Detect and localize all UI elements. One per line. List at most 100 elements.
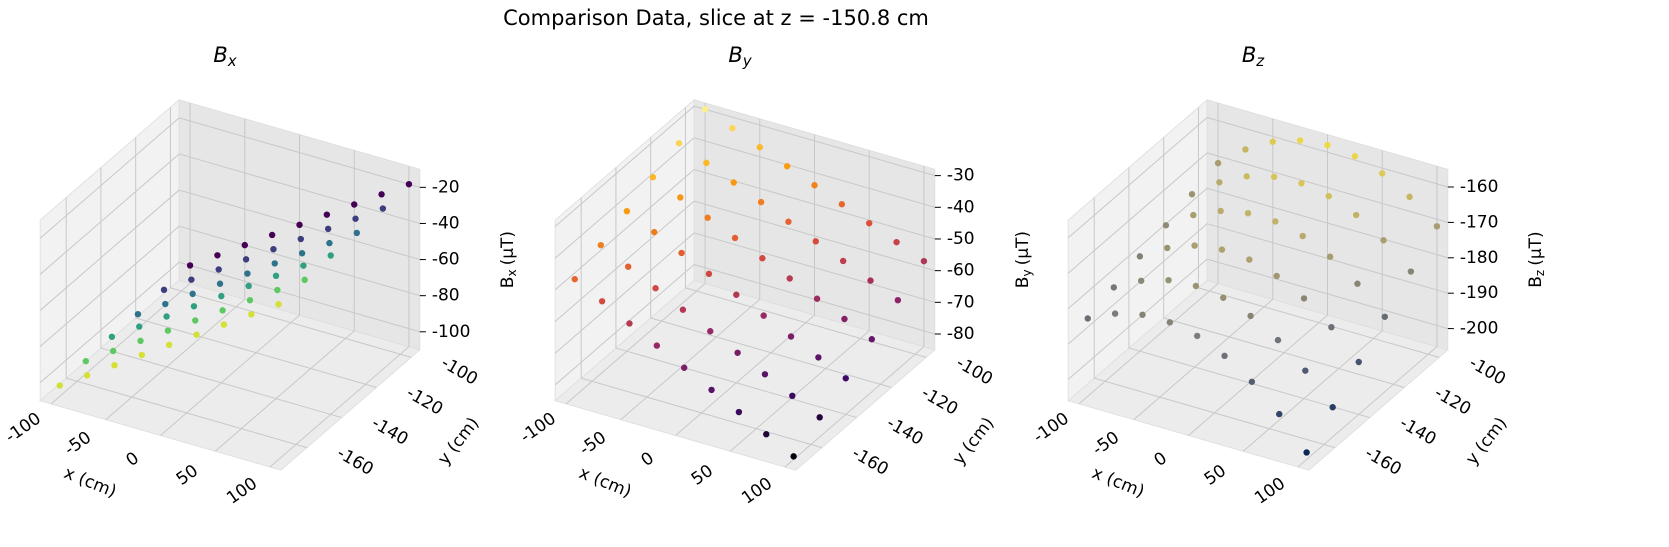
title-sub: z [1255,52,1265,70]
data-point [1276,410,1283,418]
grid-line [784,346,925,468]
z-tick-label: -100 [432,322,471,342]
grid-line [39,225,180,347]
data-point [756,144,763,151]
grid-line [554,105,695,227]
z-label-sub: x [504,269,518,276]
data-point [1303,449,1310,456]
data-point [190,303,198,310]
figure-title: Comparison Data, slice at z = -150.8 cm [503,6,929,30]
z-tick-label: -160 [1460,177,1499,197]
z-label-sub: z [1532,270,1546,276]
z-axis-label: Bx (μT) [498,231,519,288]
data-point [1166,319,1174,326]
data-point [623,207,631,215]
data-point [1220,294,1227,301]
grid-line [170,287,412,358]
z-tick-label: -20 [432,177,460,197]
data-point [894,296,902,304]
x-tick-label: 0 [1151,448,1171,471]
grid-line [1067,223,1208,345]
data-point [763,431,770,438]
x-tick-label: 50 [688,461,717,490]
data-point [1299,232,1306,240]
data-point [783,163,791,170]
data-point [1193,332,1201,340]
grid-line [1206,258,1449,330]
data-point [571,275,578,283]
data-point [789,392,796,400]
data-point [1242,146,1249,153]
data-point [300,262,307,269]
data-point [246,296,254,304]
z-tick-label: -50 [947,229,975,249]
z-axis-label: Bz (μT) [1526,231,1547,287]
data-point [1110,284,1118,291]
grid-line [39,153,180,275]
z-tick-label: -30 [947,166,975,186]
data-point [920,257,928,265]
data-point [137,337,144,345]
grid-line [1206,187,1449,259]
data-point [841,315,848,323]
x-tick-label: 50 [1201,461,1230,490]
y-tick-label: -160 [1361,443,1404,480]
data-point [192,317,199,324]
data-point [352,215,359,222]
data-point [111,362,118,369]
y-tick-label: -140 [883,413,926,450]
data-point [598,298,606,305]
x-tick-label: 100 [223,474,261,509]
data-point [1298,180,1305,187]
data-point [1165,276,1172,284]
title-sub: y [742,52,753,70]
data-point [1247,312,1254,320]
data-point [353,229,361,237]
y-tick-label: -100 [953,353,996,390]
x-tick-label: -100 [2,409,45,448]
grid-line [1067,187,1208,310]
data-point [163,313,170,320]
grid-line [1206,152,1449,223]
data-point [652,285,659,292]
grid-line [178,261,421,333]
z-label-sub: y [1019,269,1033,276]
y-tick-label: -100 [438,353,481,390]
z-tick-label: -60 [432,250,460,270]
data-point [1216,179,1223,186]
data-point [1164,244,1171,252]
data-point [324,225,332,233]
data-point [216,280,224,287]
data-point [815,354,822,361]
data-point [731,234,739,242]
data-point [893,238,900,246]
y-tick-label: -160 [333,443,376,480]
data-point [271,260,278,267]
data-point [1329,404,1336,411]
data-point [733,291,740,298]
z-tick-label: -180 [1460,248,1499,268]
data-point [1273,272,1280,280]
data-point [274,286,281,294]
data-point [729,125,736,132]
data-point [1352,211,1360,219]
y-tick-label: -140 [368,413,411,450]
data-point [1218,246,1226,253]
x-tick-label: 0 [638,448,658,471]
z-tick-label: -40 [947,197,975,217]
grid-line [693,137,936,208]
data-point [1191,242,1198,249]
data-point [1214,159,1222,167]
data-point [326,239,333,247]
data-point [109,347,117,355]
data-point [1162,222,1170,229]
grid-line [178,153,421,224]
data-point [734,349,741,356]
x-tick-label: 0 [123,448,143,471]
z-tick-label: -200 [1460,319,1499,339]
data-point [1326,253,1334,260]
y-axis-label: y (cm) [1462,414,1511,469]
data-point [1139,311,1146,318]
data-point [134,310,142,318]
data-point [760,312,767,319]
